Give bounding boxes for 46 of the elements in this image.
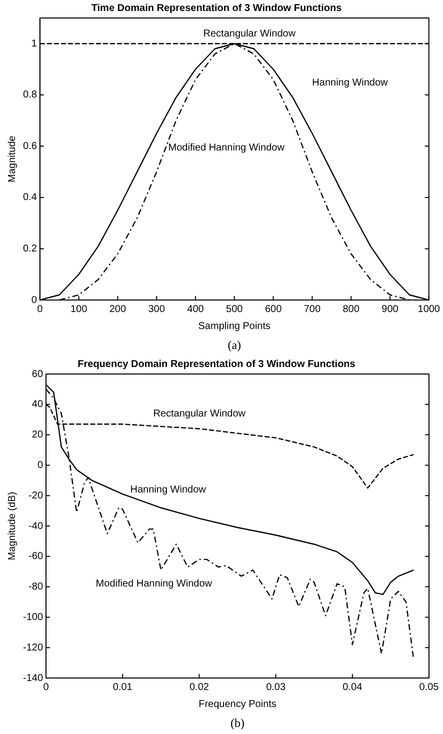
series-label: Rectangular Window: [203, 28, 296, 40]
x-tick-label: 1000: [418, 304, 440, 315]
series-label: Rectangular Window: [153, 408, 246, 420]
y-axis-title: Magnitude: [6, 135, 18, 182]
series-label: Modified Hanning Window: [168, 142, 286, 154]
y-tick-label: 0.8: [22, 90, 38, 101]
x-tick-label: 0.04: [342, 682, 363, 693]
text: (a): [228, 338, 242, 352]
x-axis-title: Sampling Points: [198, 320, 271, 332]
x-tick-label: 200: [109, 304, 126, 315]
x-tick-label: 900: [382, 304, 399, 315]
x-tick-label: 800: [342, 304, 360, 315]
y-tick-label: 0: [31, 294, 38, 306]
y-tick-label: -20: [28, 490, 44, 502]
series-label: Modified Hanning Window: [96, 578, 213, 590]
series-label: Hanning Window: [130, 484, 207, 496]
y-axis-title: Magnitude (dB): [6, 492, 18, 560]
x-tick-label: 0.01: [112, 682, 133, 693]
y-tick-label: -80: [28, 582, 44, 593]
y-tick-label: 60: [32, 368, 44, 380]
y-tick-label: 0.4: [22, 192, 38, 204]
chart-title: Time Domain Representation of 3 Window Functions: [91, 2, 342, 14]
x-tick-label: 100: [70, 304, 88, 315]
y-tick-label: 0: [37, 460, 44, 471]
y-tick-label: -120: [23, 642, 44, 654]
x-tick-label: 300: [148, 304, 166, 315]
y-tick-label: 0.6: [22, 140, 38, 152]
y-tick-label: 40: [32, 399, 44, 410]
x-tick-label: 600: [264, 304, 282, 315]
text: Hanning Window: [312, 78, 389, 89]
x-tick-label: 0.03: [266, 682, 286, 693]
x-tick-label: 0.02: [189, 682, 210, 693]
chart-title: Frequency Domain Representation of 3 Window Functions: [78, 358, 356, 370]
y-tick-label: 0.2: [22, 243, 38, 254]
x-tick-label: 700: [304, 304, 321, 315]
x-tick-label: 500: [226, 304, 244, 315]
y-tick-label: -60: [28, 551, 44, 562]
x-tick-label: 0.05: [419, 682, 440, 693]
y-tick-label: 1: [31, 38, 38, 50]
y-tick-label: -140: [23, 672, 44, 684]
y-tick-label: 20: [32, 430, 44, 441]
x-tick-label: 400: [187, 304, 204, 315]
text: (b): [230, 716, 245, 730]
y-tick-label: -40: [28, 520, 44, 532]
y-tick-label: -100: [23, 612, 44, 623]
x-axis-title: Frequency Points: [198, 698, 276, 710]
